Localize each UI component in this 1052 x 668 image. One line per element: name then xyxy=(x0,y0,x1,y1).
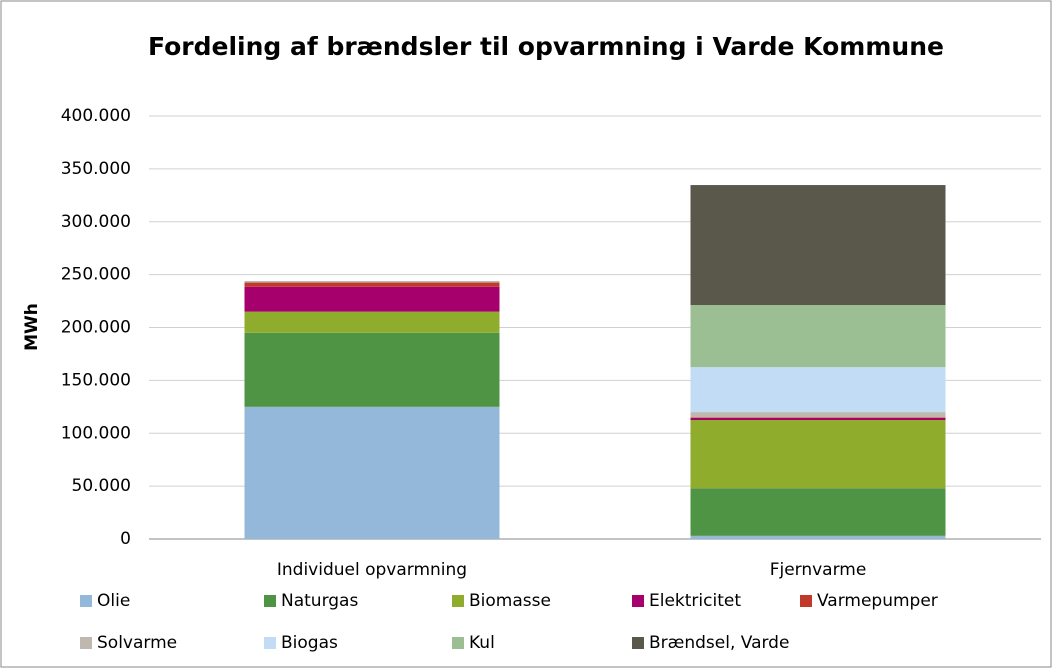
y-tick-label: 400.000 xyxy=(61,106,131,126)
bar-segment xyxy=(244,311,500,333)
legend-swatch xyxy=(80,595,92,607)
legend-swatch xyxy=(452,637,464,649)
bar-segment xyxy=(244,406,500,539)
legend-label: Biogas xyxy=(281,633,338,653)
x-tick-label: Individuel opvarmning xyxy=(277,560,467,580)
y-axis-label: MWh xyxy=(22,303,42,351)
chart-title: Fordeling af brændsler til opvarmning i … xyxy=(148,32,944,61)
bar-segment xyxy=(244,332,500,407)
bar-segment xyxy=(690,417,946,418)
y-tick-label: 250.000 xyxy=(61,265,131,285)
legend-label: Biomasse xyxy=(469,591,551,611)
bar-segment xyxy=(690,185,946,306)
legend-swatch xyxy=(800,595,812,607)
bar-segment xyxy=(690,417,946,421)
bar-segment xyxy=(690,367,946,413)
legend-label: Olie xyxy=(97,591,130,611)
legend-swatch xyxy=(452,595,464,607)
legend-swatch xyxy=(632,637,644,649)
legend-label: Brændsel, Varde xyxy=(649,633,789,653)
y-tick-label: 200.000 xyxy=(61,318,131,338)
bar-segment xyxy=(244,280,500,283)
legend-label: Naturgas xyxy=(281,591,358,611)
legend-swatch xyxy=(264,637,276,649)
y-tick-label: 100.000 xyxy=(61,423,131,443)
legend-label: Varmepumper xyxy=(817,591,938,611)
bar-segment xyxy=(244,282,500,287)
y-tick-label: 150.000 xyxy=(61,370,131,390)
bar-segment xyxy=(690,305,946,368)
legend-label: Elektricitet xyxy=(649,591,741,611)
legend-label: Solvarme xyxy=(97,633,177,653)
bar-segment xyxy=(690,535,946,539)
legend-swatch xyxy=(80,637,92,649)
y-tick-label: 300.000 xyxy=(61,212,131,232)
y-tick-label: 0 xyxy=(120,529,131,549)
legend-label: Kul xyxy=(469,633,495,653)
x-tick-label: Fjernvarme xyxy=(770,560,867,580)
bar-segment xyxy=(690,488,946,536)
bar-segment xyxy=(690,412,946,418)
bar-segment xyxy=(690,420,946,489)
legend-swatch xyxy=(264,595,276,607)
bar-segment xyxy=(244,286,500,312)
y-tick-label: 50.000 xyxy=(72,476,131,496)
legend-swatch xyxy=(632,595,644,607)
y-tick-label: 350.000 xyxy=(61,159,131,179)
